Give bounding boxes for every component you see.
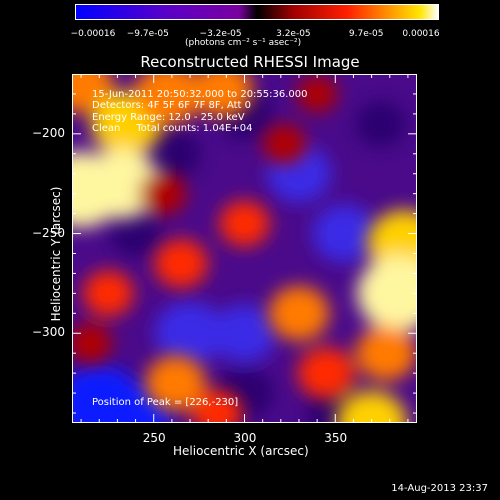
y-tick-label: −300 — [32, 325, 65, 340]
annotation-time-range: 15-Jun-2011 20:50:32.000 to 20:55:36.000 — [92, 89, 308, 100]
negative-intensity-blob-10 — [110, 210, 161, 257]
x-tick-label: 250 — [142, 431, 166, 445]
colorbar-tick-label: −0.00016 — [70, 29, 116, 39]
colorbar-unit-label: (photons cm⁻² s⁻¹ asec⁻²) — [185, 38, 302, 48]
heatmap-plot — [72, 74, 417, 423]
x-axis-label: Heliocentric X (arcsec) — [173, 444, 309, 458]
positive-intensity-blob-16 — [355, 325, 417, 381]
y-axis-label: Heliocentric Y (arcsec) — [49, 186, 63, 322]
colorbar-tick-label: 0.00016 — [402, 29, 440, 39]
positive-intensity-blob-13 — [297, 347, 355, 400]
annotation-energy: Energy Range: 12.0 - 25.0 keV — [92, 112, 245, 123]
negative-intensity-blob-7 — [312, 204, 377, 263]
colorbar — [75, 4, 439, 20]
positive-intensity-blob-17 — [336, 391, 407, 423]
positive-intensity-blob-4 — [134, 74, 202, 125]
positive-intensity-blob-19 — [72, 323, 113, 364]
annotation-peak: Position of Peak = [226,-230] — [92, 397, 239, 408]
timestamp: 14-Aug-2013 23:37 — [391, 483, 488, 494]
positive-intensity-blob-10 — [145, 355, 206, 411]
x-tick-label: 300 — [233, 431, 257, 445]
positive-intensity-blob-12 — [268, 285, 330, 341]
chart-title: Reconstructed RHESSI Image — [140, 53, 360, 71]
negative-intensity-blob-6 — [143, 127, 201, 180]
colorbar-tick-label: 3.2e-05 — [276, 29, 311, 39]
annotation-detectors: Detectors: 4F 5F 6F 7F 8F, Att 0 — [92, 100, 252, 111]
annotation-method: Clean Total counts: 1.04E+04 — [92, 123, 253, 134]
colorbar-tick-label: 9.7e-05 — [348, 29, 384, 39]
colorbar-tick-label: −9.7e-05 — [126, 29, 169, 39]
negative-intensity-blob-3 — [212, 304, 277, 363]
positive-intensity-blob-6 — [83, 270, 134, 317]
y-tick-label: −200 — [32, 125, 65, 140]
positive-intensity-blob-7 — [153, 238, 208, 288]
positive-intensity-blob-11 — [191, 390, 243, 423]
positive-intensity-blob-5 — [192, 74, 253, 118]
colorbar-tick-label: −3.2e-05 — [199, 29, 242, 39]
positive-intensity-blob-15 — [357, 255, 417, 332]
negative-intensity-blob-2 — [154, 301, 226, 366]
y-tick-label: −250 — [32, 225, 65, 240]
positive-intensity-blob-18 — [262, 123, 307, 164]
positive-intensity-blob-20 — [296, 75, 338, 113]
x-tick-label: 350 — [324, 431, 348, 445]
positive-intensity-blob-8 — [139, 172, 187, 216]
positive-intensity-blob-9 — [219, 200, 270, 247]
negative-intensity-blob-11 — [355, 100, 406, 147]
positive-intensity-blob-3 — [82, 148, 160, 219]
